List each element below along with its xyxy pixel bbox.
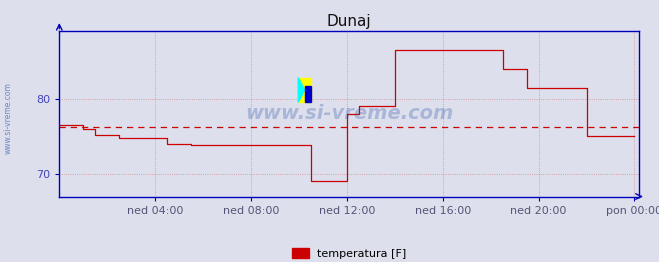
Bar — [299, 78, 311, 102]
Text: www.si-vreme.com: www.si-vreme.com — [245, 105, 453, 123]
Polygon shape — [299, 78, 304, 102]
Title: Dunaj: Dunaj — [327, 14, 372, 29]
Legend: temperatura [F]: temperatura [F] — [287, 244, 411, 262]
Bar — [304, 86, 311, 102]
Text: www.si-vreme.com: www.si-vreme.com — [3, 82, 13, 154]
